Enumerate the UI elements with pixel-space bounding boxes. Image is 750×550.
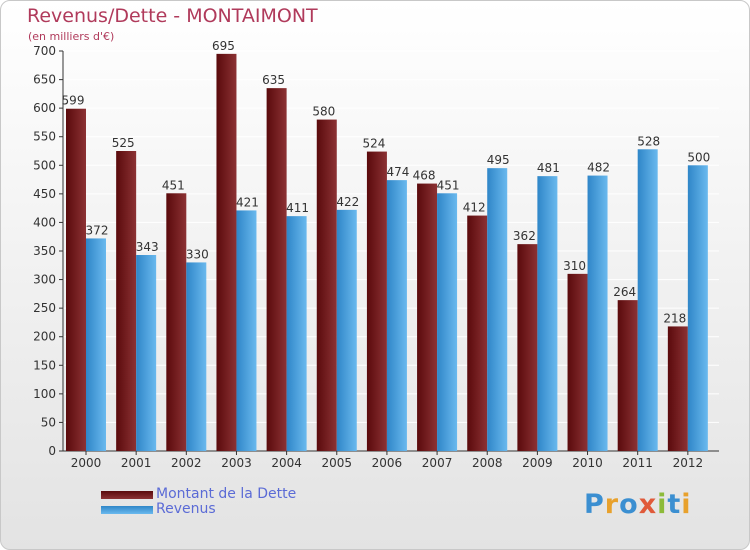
y-tick-label: 350 — [33, 244, 56, 258]
bar-dette — [567, 273, 588, 451]
chart-title: Revenus/Dette - MONTAIMONT — [27, 5, 318, 27]
data-label: 330 — [186, 247, 209, 261]
data-label: 372 — [86, 223, 109, 237]
y-tick-label: 100 — [33, 387, 56, 401]
legend-swatch-revenus — [101, 505, 153, 514]
data-label: 310 — [563, 259, 586, 273]
bar-revenus — [487, 168, 508, 451]
bar-revenus — [437, 193, 458, 452]
y-tick-label: 700 — [33, 44, 56, 58]
data-label: 500 — [687, 150, 710, 164]
x-tick-label: 2003 — [221, 456, 252, 470]
bar-dette — [366, 151, 387, 452]
data-label: 362 — [513, 229, 536, 243]
data-label: 343 — [136, 240, 159, 254]
x-tick-label: 2005 — [321, 456, 352, 470]
bar-dette — [667, 326, 688, 451]
data-label: 528 — [637, 134, 660, 148]
data-label: 218 — [663, 311, 686, 325]
bar-revenus — [386, 180, 407, 451]
y-tick-label: 200 — [33, 330, 56, 344]
data-label: 599 — [62, 94, 85, 108]
x-tick-label: 2004 — [271, 456, 302, 470]
bar-dette — [517, 244, 538, 451]
data-label: 451 — [162, 178, 185, 192]
bar-revenus — [286, 216, 307, 451]
bar-dette — [266, 88, 287, 452]
legend-item-revenus: Revenus — [101, 502, 296, 517]
y-tick-label: 150 — [33, 358, 56, 372]
y-tick-label: 300 — [33, 273, 56, 287]
y-tick-label: 500 — [33, 158, 56, 172]
y-tick-label: 600 — [33, 101, 56, 115]
x-tick-label: 2000 — [71, 456, 102, 470]
x-tick-label: 2006 — [372, 456, 403, 470]
data-label: 481 — [537, 161, 560, 175]
data-label: 495 — [487, 153, 510, 167]
bar-dette — [166, 193, 187, 452]
bar-revenus — [336, 209, 357, 451]
data-label: 451 — [437, 178, 460, 192]
x-tick-label: 2002 — [171, 456, 202, 470]
x-tick-label: 2007 — [422, 456, 453, 470]
data-label: 422 — [336, 195, 359, 209]
y-tick-label: 0 — [48, 444, 56, 458]
bar-revenus — [86, 238, 106, 451]
bar-revenus — [186, 262, 207, 451]
bar-revenus — [687, 165, 708, 452]
y-tick-label: 550 — [33, 130, 56, 144]
legend-label-revenus: Revenus — [156, 501, 216, 517]
legend: Montant de la Dette Revenus — [101, 487, 296, 517]
bar-dette — [216, 53, 237, 451]
bar-revenus — [537, 176, 558, 451]
x-tick-label: 2008 — [472, 456, 503, 470]
bar-dette — [617, 300, 638, 451]
proxiti-logo: Proxiti — [584, 489, 692, 520]
legend-item-dette: Montant de la Dette — [101, 487, 296, 502]
x-tick-label: 2011 — [622, 456, 653, 470]
bar-revenus — [236, 210, 257, 451]
y-tick-label: 400 — [33, 215, 56, 229]
data-label: 635 — [262, 73, 285, 87]
bar-dette — [316, 119, 337, 452]
data-label: 524 — [362, 137, 385, 151]
chart-subtitle: (en milliers d'€) — [28, 30, 115, 43]
y-tick-label: 50 — [41, 415, 56, 429]
bar-dette — [66, 108, 86, 451]
x-tick-label: 2009 — [522, 456, 553, 470]
bar-revenus — [136, 255, 157, 451]
x-tick-label: 2010 — [572, 456, 603, 470]
x-tick-label: 2012 — [673, 456, 704, 470]
bar-dette — [467, 215, 488, 451]
data-label: 580 — [312, 105, 335, 119]
bar-revenus — [587, 175, 608, 452]
legend-swatch-dette — [101, 490, 153, 499]
data-label: 468 — [413, 169, 436, 183]
data-label: 525 — [112, 136, 135, 150]
y-tick-label: 250 — [33, 301, 56, 315]
x-tick-label: 2001 — [121, 456, 152, 470]
bar-dette — [116, 151, 137, 451]
bar-revenus — [637, 149, 658, 452]
y-tick-label: 650 — [33, 73, 56, 87]
data-label: 482 — [587, 161, 610, 175]
data-label: 695 — [212, 39, 235, 53]
data-label: 264 — [613, 285, 636, 299]
bar-dette — [417, 183, 438, 452]
y-tick-label: 450 — [33, 187, 56, 201]
data-label: 412 — [463, 201, 486, 215]
legend-label-dette: Montant de la Dette — [156, 486, 297, 502]
data-label: 421 — [236, 195, 259, 209]
data-label: 411 — [286, 201, 309, 215]
data-label: 474 — [386, 165, 409, 179]
